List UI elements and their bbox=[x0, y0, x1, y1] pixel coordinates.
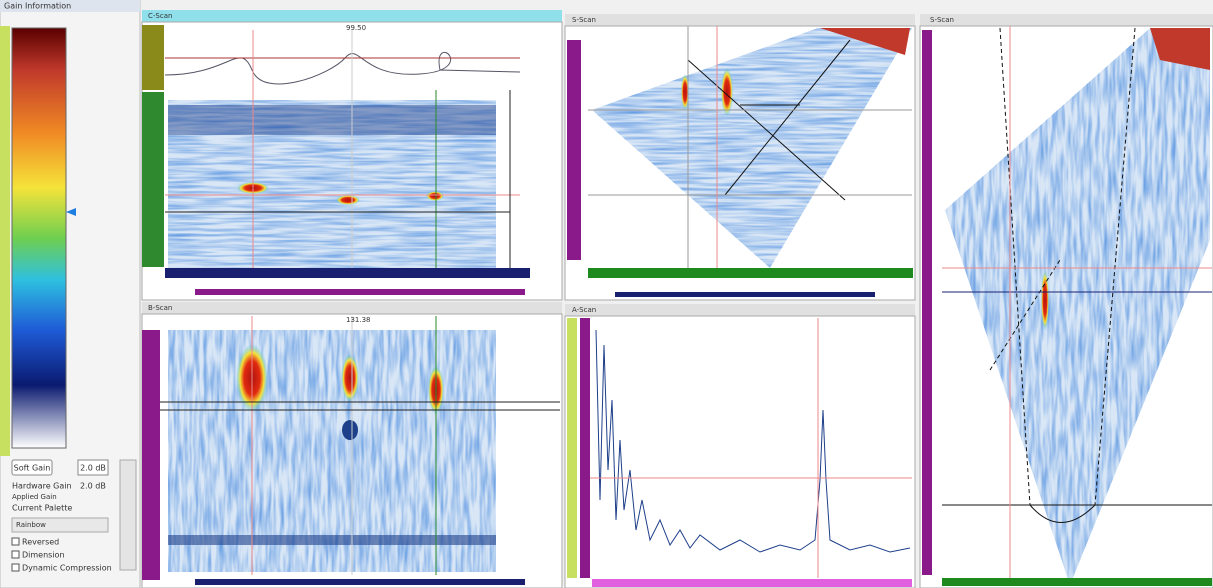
cursor-label: 131.38 bbox=[346, 316, 371, 324]
palette-name: Rainbow bbox=[16, 521, 46, 529]
checkbox[interactable] bbox=[12, 538, 19, 545]
view-title: S-Scan bbox=[930, 16, 954, 24]
label: Hardware Gain bbox=[12, 482, 72, 491]
palette-bar bbox=[12, 28, 66, 448]
cursor-label: 99.50 bbox=[346, 24, 366, 32]
gain-panel: Gain Information Soft Gain 2.0 dB Hardwa… bbox=[0, 0, 140, 588]
label: Applied Gain bbox=[12, 493, 57, 501]
ruler bbox=[0, 26, 10, 456]
option: Dynamic Compression bbox=[22, 564, 112, 573]
gain-value: 2.0 dB bbox=[80, 482, 106, 491]
view-title: A-Scan bbox=[572, 306, 596, 314]
checkbox[interactable] bbox=[12, 551, 19, 558]
view-top-middle: S-Scan bbox=[565, 14, 915, 300]
option: Reversed bbox=[22, 538, 59, 547]
view-bottom-left: B-Scan 131.38 bbox=[142, 302, 562, 588]
view-bottom-middle: A-Scan bbox=[565, 304, 915, 588]
option: Dimension bbox=[22, 551, 65, 560]
app-window: Gain Information Soft Gain 2.0 dB Hardwa… bbox=[0, 0, 1213, 588]
view-title: C-Scan bbox=[148, 12, 172, 20]
view-right: S-Scan bbox=[920, 14, 1213, 588]
view-title: B-Scan bbox=[148, 304, 172, 312]
checkbox[interactable] bbox=[12, 564, 19, 571]
side-tabs[interactable] bbox=[120, 460, 136, 570]
view-title: S-Scan bbox=[572, 16, 596, 24]
button-label: Soft Gain bbox=[14, 464, 51, 473]
view-top-left: C-Scan 99.50 bbox=[142, 10, 562, 300]
panel-title: Gain Information bbox=[4, 2, 71, 11]
gain-value: 2.0 dB bbox=[80, 464, 106, 473]
label: Current Palette bbox=[12, 504, 72, 513]
